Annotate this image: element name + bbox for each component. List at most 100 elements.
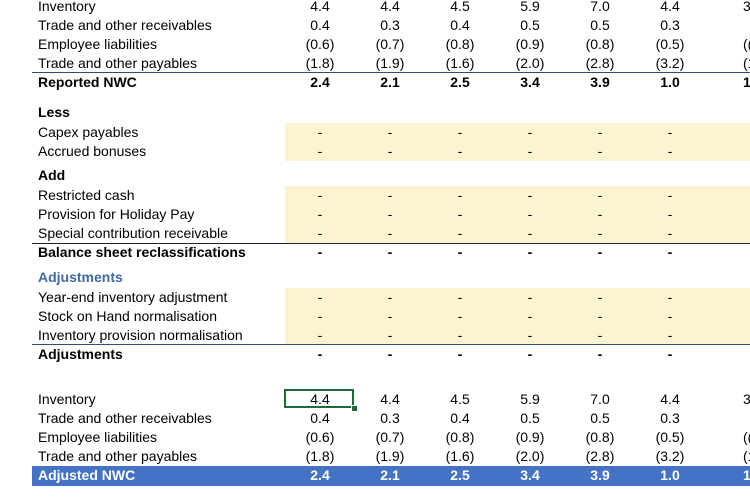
table-cell[interactable]: - — [597, 124, 603, 140]
table-cell[interactable]: 4.4 — [310, 391, 330, 407]
table-cell[interactable]: (1.8) — [305, 448, 335, 464]
table-cell[interactable]: (3.2) — [655, 55, 685, 71]
table-cell[interactable]: - — [527, 225, 533, 241]
table-cell[interactable]: (1.6) — [445, 448, 475, 464]
table-cell[interactable]: 5.9 — [520, 0, 540, 14]
table-cell[interactable]: 2.4 — [310, 74, 330, 90]
table-cell[interactable]: 0.4 — [310, 410, 330, 426]
table-cell[interactable]: (0.8) — [445, 429, 475, 445]
table-row[interactable]: Restricted cash - - - - - - — [0, 186, 750, 205]
table-cell[interactable]: - — [387, 206, 393, 222]
table-cell[interactable]: 2.4 — [310, 467, 330, 483]
table-cell[interactable]: 2.5 — [450, 467, 470, 483]
table-cell[interactable]: (2.8) — [585, 448, 615, 464]
table-cell[interactable]: 3.4 — [520, 467, 540, 483]
table-cell[interactable]: - — [667, 244, 673, 260]
table-cell[interactable]: - — [387, 244, 393, 260]
table-cell[interactable]: - — [387, 327, 393, 343]
table-cell[interactable]: (1.9) — [375, 448, 405, 464]
table-cell[interactable]: 4.4 — [660, 391, 680, 407]
table-row[interactable]: Trade and other payables (1.8) (1.9) (1.… — [0, 447, 750, 466]
table-cell[interactable]: - — [597, 308, 603, 324]
total-row-adjusted-nwc[interactable]: Adjusted NWC 2.4 2.1 2.5 3.4 3.9 1.0 1 — [32, 466, 750, 486]
table-cell[interactable]: - — [597, 187, 603, 203]
table-cell[interactable]: (1.6) — [445, 55, 475, 71]
table-cell[interactable]: - — [667, 187, 673, 203]
table-cell[interactable]: 2.1 — [380, 74, 400, 90]
table-cell[interactable]: - — [387, 124, 393, 140]
table-cell[interactable]: - — [667, 289, 673, 305]
table-cell[interactable]: 7.0 — [590, 0, 610, 14]
table-row[interactable]: Employee liabilities (0.6) (0.7) (0.8) (… — [0, 428, 750, 447]
table-cell[interactable]: - — [387, 308, 393, 324]
table-cell[interactable]: - — [317, 327, 323, 343]
table-cell[interactable]: - — [667, 308, 673, 324]
table-cell[interactable]: (0.5) — [655, 36, 685, 52]
table-cell[interactable]: - — [667, 327, 673, 343]
table-cell[interactable]: - — [527, 206, 533, 222]
active-cell-selection[interactable] — [284, 389, 354, 408]
table-cell[interactable]: - — [317, 244, 323, 260]
table-cell[interactable]: 0.5 — [520, 410, 540, 426]
table-cell[interactable]: 0.3 — [380, 410, 400, 426]
table-cell[interactable]: - — [527, 308, 533, 324]
table-cell[interactable]: - — [387, 289, 393, 305]
table-cell[interactable]: 5.9 — [520, 391, 540, 407]
table-cell[interactable]: 0.5 — [590, 17, 610, 33]
table-cell[interactable]: - — [317, 206, 323, 222]
table-row[interactable]: Capex payables - - - - - - — [0, 123, 750, 142]
table-cell[interactable]: - — [597, 244, 603, 260]
table-cell[interactable]: 3.9 — [590, 467, 610, 483]
table-cell[interactable]: - — [317, 225, 323, 241]
table-cell[interactable] — [705, 16, 750, 35]
table-cell[interactable]: - — [667, 346, 673, 362]
table-cell[interactable] — [705, 409, 750, 428]
table-cell[interactable]: (2.0) — [515, 55, 545, 71]
table-cell[interactable]: (0.8) — [585, 429, 615, 445]
table-cell[interactable]: - — [317, 308, 323, 324]
table-cell[interactable]: - — [387, 143, 393, 159]
table-cell[interactable]: - — [527, 346, 533, 362]
table-cell[interactable]: (3.2) — [655, 448, 685, 464]
table-cell[interactable]: (1.8) — [305, 55, 335, 71]
table-cell[interactable]: 0.3 — [660, 17, 680, 33]
table-cell[interactable]: - — [317, 346, 323, 362]
table-cell[interactable]: - — [387, 225, 393, 241]
table-cell[interactable]: 4.4 — [380, 391, 400, 407]
total-row-reclassifications[interactable]: Balance sheet reclassifications - - - - … — [0, 243, 750, 262]
table-cell[interactable]: - — [667, 124, 673, 140]
table-cell[interactable]: - — [527, 143, 533, 159]
table-row[interactable]: Inventory 4.4 4.4 4.5 5.9 7.0 4.4 3 — [0, 0, 750, 16]
table-cell[interactable]: 3.9 — [590, 74, 610, 90]
table-row[interactable]: Inventory provision normalisation - - - … — [0, 326, 750, 345]
table-cell[interactable]: - — [317, 143, 323, 159]
table-cell[interactable]: - — [457, 308, 463, 324]
table-cell[interactable]: - — [667, 206, 673, 222]
table-cell[interactable]: 3 — [743, 0, 750, 14]
table-cell[interactable]: - — [527, 187, 533, 203]
table-cell[interactable]: - — [597, 206, 603, 222]
table-cell[interactable]: 1 — [743, 467, 750, 483]
table-cell[interactable]: 4.4 — [380, 0, 400, 14]
table-cell[interactable]: - — [527, 327, 533, 343]
table-cell[interactable]: (2.0) — [515, 448, 545, 464]
table-cell[interactable]: 2.1 — [380, 467, 400, 483]
table-cell[interactable]: (0.6) — [305, 36, 335, 52]
table-cell[interactable]: - — [597, 143, 603, 159]
table-cell[interactable]: - — [457, 187, 463, 203]
table-cell[interactable]: (0.5) — [655, 429, 685, 445]
table-cell[interactable]: (1 — [743, 448, 750, 464]
section-header-adjustments[interactable]: Adjustments — [0, 268, 750, 287]
table-cell[interactable]: - — [457, 289, 463, 305]
table-cell[interactable]: 1.0 — [660, 467, 680, 483]
table-cell[interactable]: (0.7) — [375, 36, 405, 52]
table-cell[interactable]: 7.0 — [590, 391, 610, 407]
table-cell[interactable]: - — [457, 206, 463, 222]
table-cell[interactable]: - — [527, 244, 533, 260]
total-row-adjustments[interactable]: Adjustments - - - - - - — [0, 345, 750, 364]
table-cell[interactable]: (0.6) — [305, 429, 335, 445]
table-row[interactable]: Trade and other receivables 0.4 0.3 0.4 … — [0, 409, 750, 428]
table-cell[interactable]: (( — [743, 429, 750, 445]
table-cell[interactable]: - — [457, 327, 463, 343]
table-cell[interactable]: 2.5 — [450, 74, 470, 90]
